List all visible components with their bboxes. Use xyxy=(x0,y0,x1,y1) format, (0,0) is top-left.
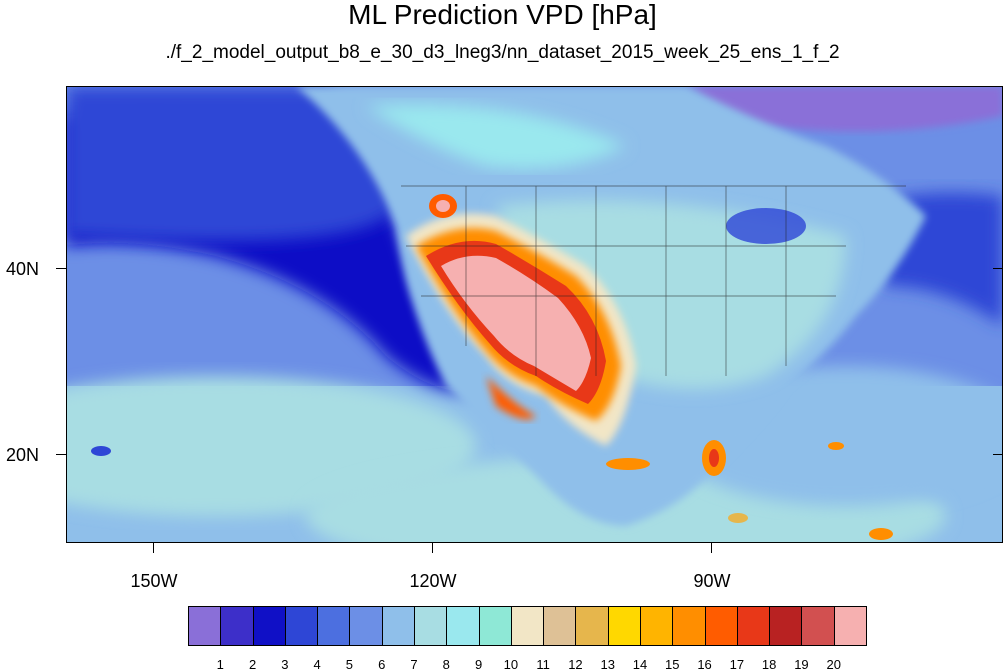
colorbar-label: 20 xyxy=(826,657,841,672)
colorbar-box xyxy=(672,606,706,646)
colorbar-label: 2 xyxy=(248,657,257,672)
arctic-purple xyxy=(686,86,1003,132)
colorbar-box xyxy=(349,606,383,646)
pacific-mid-band xyxy=(66,86,397,241)
mexico-south-spot xyxy=(606,458,650,470)
colorbar-label: 7 xyxy=(410,657,418,672)
colorbar-box xyxy=(769,606,803,646)
colorbar-label: 12 xyxy=(568,657,583,672)
colorbar-label: 6 xyxy=(378,657,386,672)
yucatan-core xyxy=(709,449,719,467)
colorbar-box xyxy=(543,606,577,646)
colorbar-label: 14 xyxy=(632,657,648,672)
colorbar-label: 18 xyxy=(761,657,777,672)
vpd-map xyxy=(66,86,1003,543)
lon-label-90w: 90W xyxy=(693,571,731,591)
great-lakes xyxy=(726,208,806,244)
tick-120w xyxy=(432,543,433,553)
lat-label-40n: 40N xyxy=(6,259,40,279)
colorbar-label: 4 xyxy=(313,657,321,672)
colorbar-box xyxy=(252,606,286,646)
colorbar-label: 16 xyxy=(697,657,712,672)
colorbar-box xyxy=(220,606,254,646)
cuba-spot xyxy=(828,442,844,450)
colorbar-label: 15 xyxy=(665,657,680,672)
colorbar-box xyxy=(317,606,351,646)
colorbar-label: 13 xyxy=(600,657,615,672)
hawaii-islands xyxy=(91,446,111,456)
tick-150w xyxy=(153,543,154,553)
venezuela-spot xyxy=(869,528,893,540)
map-field-svg xyxy=(66,86,1003,543)
colorbar-box xyxy=(381,606,415,646)
plot-subtitle: ./f_2_model_output_b8_e_30_d3_lneg3/nn_d… xyxy=(165,42,840,63)
colorbar-box xyxy=(640,606,674,646)
mexico-coast xyxy=(486,376,536,420)
colorbar-box xyxy=(478,606,512,646)
tick-40n-right xyxy=(993,268,1003,269)
colorbar-label: 10 xyxy=(503,657,519,672)
tick-20n xyxy=(56,454,66,455)
colorbar-box xyxy=(446,606,480,646)
tick-40n xyxy=(56,268,66,269)
colorbar-label: 9 xyxy=(474,657,483,672)
oregon-core xyxy=(436,200,450,212)
colorbar-label: 17 xyxy=(729,657,745,672)
colorbar-box xyxy=(414,606,448,646)
colorbar-label: 19 xyxy=(794,657,809,672)
political-boundaries xyxy=(401,185,906,376)
colorbar-box xyxy=(736,606,771,646)
colorbar-label: 1 xyxy=(216,657,224,672)
lon-label-150w: 150W xyxy=(130,571,178,591)
tick-90w xyxy=(711,543,712,553)
plot-title: ML Prediction VPD [hPa] xyxy=(348,0,657,30)
sw-pink xyxy=(441,255,591,391)
colorbar-label: 11 xyxy=(536,657,550,672)
panama-spot xyxy=(728,513,748,523)
colorbar-box xyxy=(801,606,835,646)
colorbar-box xyxy=(188,606,222,646)
colorbar-box xyxy=(607,606,641,646)
colorbar-label: 3 xyxy=(281,657,289,672)
colorbar-legend xyxy=(188,606,867,646)
lon-label-120w: 120W xyxy=(409,571,457,591)
colorbar-box xyxy=(704,606,738,646)
colorbar-box xyxy=(575,606,609,646)
colorbar-box xyxy=(833,606,867,646)
tick-20n-right xyxy=(993,454,1003,455)
colorbar-label: 8 xyxy=(442,657,450,672)
colorbar-label: 5 xyxy=(345,657,354,672)
lat-label-20n: 20N xyxy=(6,445,40,465)
colorbar-box xyxy=(510,606,545,646)
canada-band xyxy=(366,104,626,169)
colorbar-box xyxy=(284,606,319,646)
